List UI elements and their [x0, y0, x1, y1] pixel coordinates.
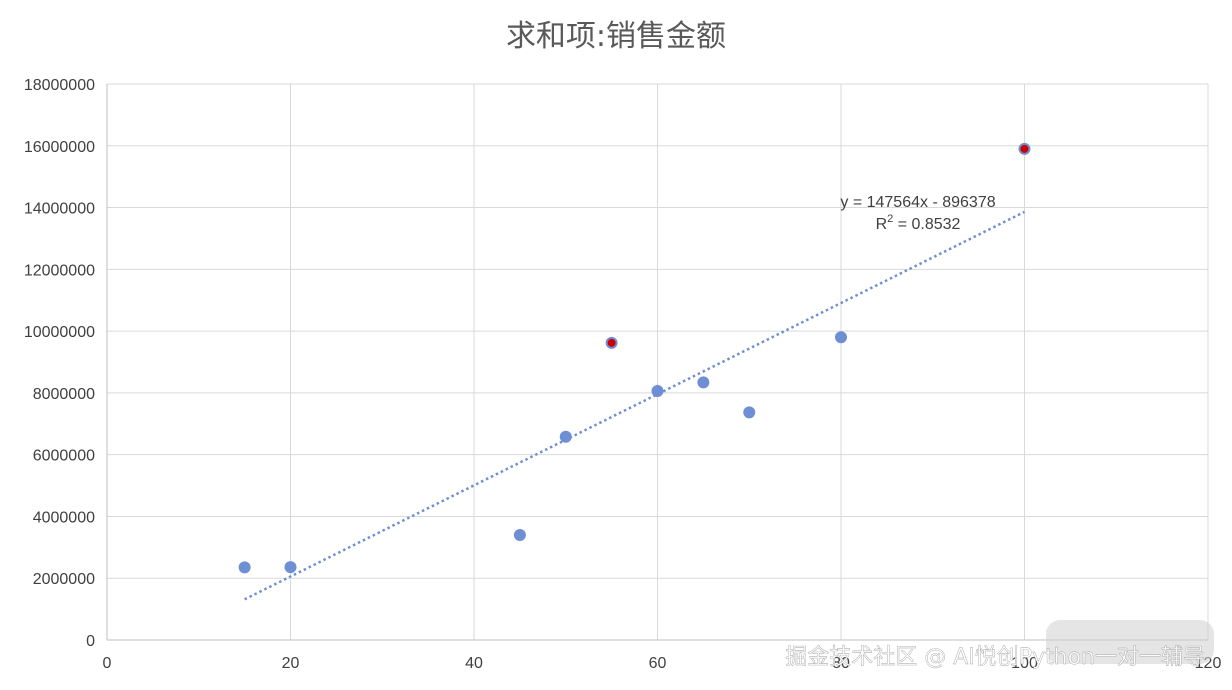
- grid-lines: [107, 83, 1209, 640]
- x-tick-label: 100: [1011, 655, 1038, 672]
- x-tick-label: 0: [103, 655, 112, 672]
- y-tick-label: 16000000: [24, 139, 95, 156]
- y-tick-label: 0: [86, 633, 95, 650]
- r-squared-label: R2 = 0.8532: [876, 213, 961, 233]
- y-tick-label: 2000000: [33, 571, 95, 588]
- trendline: [244, 210, 1026, 601]
- x-tick-label: 80: [832, 655, 850, 672]
- y-tick-label: 14000000: [24, 201, 95, 218]
- chart-title: 求和项:销售金额: [506, 19, 726, 54]
- x-tick-label: 40: [465, 655, 483, 672]
- y-tick-labels: 0 2000000 4000000 6000000 8000000 10000000 120…: [24, 77, 95, 650]
- y-tick-label: 12000000: [24, 262, 95, 279]
- highlighted-data-point: [1018, 142, 1031, 155]
- watermark-text: 掘金技术社区 @ AI悦创Python一对一辅导: [785, 645, 1205, 670]
- r-squared-value: = 0.8532: [893, 216, 960, 233]
- trendline-group: [244, 210, 1026, 601]
- r-squared-superscript: 2: [887, 213, 893, 225]
- y-tick-label: 18000000: [24, 77, 95, 94]
- y-tick-label: 8000000: [33, 386, 95, 403]
- y-tick-label: 6000000: [33, 448, 95, 465]
- data-point: [697, 376, 710, 389]
- y-tick-label: 4000000: [33, 509, 95, 526]
- trendline-equation: y = 147564x - 896378: [840, 194, 995, 211]
- data-point: [513, 528, 526, 541]
- data-point: [559, 430, 572, 443]
- data-point: [743, 406, 756, 419]
- x-tick-label: 60: [649, 655, 667, 672]
- data-points: [238, 142, 1031, 574]
- axes: [106, 84, 1208, 641]
- highlighted-data-point: [605, 336, 618, 349]
- r-squared-prefix: R: [876, 216, 888, 233]
- y-tick-label: 10000000: [24, 324, 95, 341]
- watermark-backdrop: [1046, 620, 1214, 664]
- data-point: [835, 331, 847, 344]
- data-point: [284, 561, 297, 574]
- data-point: [238, 561, 251, 574]
- data-point: [651, 385, 664, 398]
- watermark: 掘金技术社区 @ AI悦创Python一对一辅导: [785, 620, 1214, 670]
- x-tick-label: 20: [282, 655, 300, 672]
